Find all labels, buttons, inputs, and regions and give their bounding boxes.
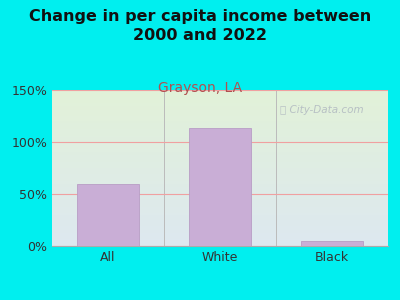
Text: ⌕ City-Data.com: ⌕ City-Data.com [280,105,364,115]
Bar [189,128,251,246]
Text: Grayson, LA: Grayson, LA [158,81,242,95]
Bar [301,241,363,246]
Bar [77,184,139,246]
Text: Change in per capita income between
2000 and 2022: Change in per capita income between 2000… [29,9,371,43]
